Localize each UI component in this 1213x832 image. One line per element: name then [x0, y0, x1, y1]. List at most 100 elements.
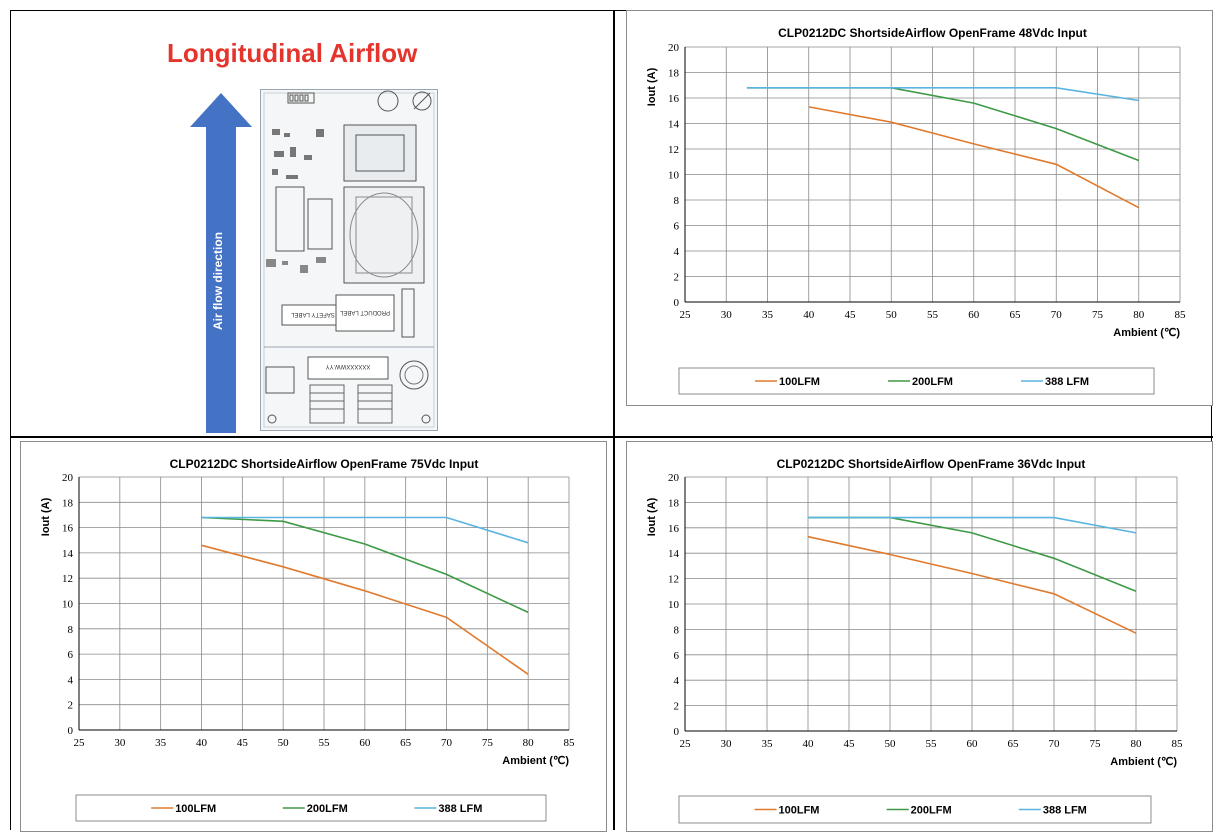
series-line-388lfm	[746, 87, 1139, 102]
chart-svg: CLP0212DC ShortsideAirflow OpenFrame 75V…	[40, 457, 576, 822]
y-tick-label: 12	[62, 573, 73, 585]
x-tick-label: 75	[482, 737, 494, 749]
x-tick-label: 65	[400, 737, 412, 749]
quadrant-border-top	[10, 10, 1213, 11]
y-tick-label: 0	[674, 726, 680, 738]
y-tick-label: 16	[668, 523, 680, 535]
y-tick-label: 4	[674, 675, 680, 687]
x-tick-label: 50	[885, 738, 897, 750]
quadrant-border-center	[10, 436, 1213, 438]
y-tick-label: 18	[668, 68, 680, 80]
chart-48vdc: CLP0212DC ShortsideAirflow OpenFrame 48V…	[626, 10, 1213, 406]
series-line-388lfm	[808, 516, 1137, 534]
y-axis-label: Iout (A)	[646, 67, 658, 106]
y-tick-label: 0	[68, 725, 74, 737]
y-tick-label: 20	[668, 472, 680, 484]
x-tick-label: 50	[886, 309, 898, 321]
y-tick-label: 18	[668, 497, 680, 509]
y-tick-label: 6	[68, 649, 74, 661]
product-label-text: PRODUCT LABEL	[339, 309, 390, 315]
x-tick-label: 45	[845, 309, 857, 321]
x-tick-label: 40	[196, 737, 208, 749]
x-tick-label: 40	[803, 309, 815, 321]
hero-title: Longitudinal Airflow	[167, 38, 418, 68]
x-tick-label: 40	[803, 738, 815, 750]
y-tick-label: 8	[674, 624, 680, 636]
y-tick-label: 20	[668, 42, 680, 54]
x-tick-label: 35	[155, 737, 167, 749]
x-tick-label: 85	[564, 737, 576, 749]
x-tick-label: 80	[1131, 738, 1143, 750]
chart-title: CLP0212DC ShortsideAirflow OpenFrame 48V…	[778, 26, 1087, 40]
series-line-100lfm	[807, 535, 1137, 634]
y-axis-label: Iout (A)	[40, 497, 52, 536]
x-tick-label: 65	[1010, 309, 1022, 321]
y-tick-label: 8	[674, 195, 680, 207]
legend-label: 200LFM	[911, 805, 952, 817]
y-tick-label: 6	[674, 221, 680, 233]
x-tick-label: 70	[1049, 738, 1061, 750]
y-axis-label: Iout (A)	[646, 497, 658, 536]
y-tick-label: 2	[674, 272, 680, 284]
y-tick-label: 10	[668, 170, 680, 182]
y-tick-label: 12	[668, 144, 679, 156]
y-tick-label: 18	[62, 497, 74, 509]
quadrant-border-middle	[613, 10, 615, 830]
chart-title: CLP0212DC ShortsideAirflow OpenFrame 36V…	[777, 457, 1086, 471]
x-tick-label: 60	[967, 738, 979, 750]
y-tick-label: 20	[62, 472, 74, 484]
legend-label: 100LFM	[175, 803, 216, 815]
series-line-100lfm	[808, 106, 1140, 209]
x-tick-label: 60	[359, 737, 371, 749]
x-tick-label: 55	[927, 309, 939, 321]
x-tick-label: 45	[844, 738, 856, 750]
y-tick-label: 6	[674, 650, 680, 662]
legend-label: 200LFM	[912, 376, 953, 388]
x-tick-label: 85	[1175, 309, 1187, 321]
arrow-label: Air flow direction	[211, 231, 225, 330]
x-tick-label: 80	[523, 737, 535, 749]
x-tick-label: 25	[680, 738, 692, 750]
chart-36vdc: CLP0212DC ShortsideAirflow OpenFrame 36V…	[626, 441, 1213, 832]
x-tick-label: 35	[762, 738, 774, 750]
x-tick-label: 85	[1172, 738, 1184, 750]
x-tick-label: 80	[1133, 309, 1145, 321]
y-tick-label: 2	[68, 700, 74, 712]
x-tick-label: 30	[721, 309, 733, 321]
y-tick-label: 8	[68, 624, 74, 636]
legend-label: 388 LFM	[1045, 376, 1089, 388]
x-tick-label: 35	[762, 309, 774, 321]
series-line-388lfm	[201, 516, 529, 544]
y-tick-label: 4	[674, 246, 680, 258]
airflow-arrow-icon	[190, 93, 252, 433]
y-tick-label: 0	[674, 297, 680, 309]
x-tick-label: 60	[968, 309, 980, 321]
x-tick-label: 30	[114, 737, 126, 749]
y-tick-label: 14	[668, 119, 680, 131]
x-axis-label: Ambient (℃)	[1110, 756, 1177, 768]
legend-label: 100LFM	[779, 805, 820, 817]
y-tick-label: 2	[674, 701, 680, 713]
y-tick-label: 4	[68, 674, 74, 686]
chart-75vdc: CLP0212DC ShortsideAirflow OpenFrame 75V…	[20, 441, 607, 832]
x-tick-label: 75	[1092, 309, 1104, 321]
x-axis-label: Ambient (℃)	[502, 755, 569, 767]
x-tick-label: 50	[278, 737, 290, 749]
chart-title: CLP0212DC ShortsideAirflow OpenFrame 75V…	[170, 457, 479, 471]
y-tick-label: 14	[62, 548, 74, 560]
date-label-text: XXXXXXWW.YY	[326, 363, 371, 369]
y-tick-label: 10	[668, 599, 680, 611]
legend-label: 100LFM	[779, 376, 820, 388]
x-tick-label: 55	[926, 738, 938, 750]
series-line-200lfm	[201, 516, 529, 614]
legend-label: 200LFM	[307, 803, 348, 815]
series-line-100lfm	[201, 544, 529, 675]
y-tick-label: 10	[62, 599, 74, 611]
x-tick-label: 25	[680, 309, 692, 321]
quadrant-border-right	[1211, 10, 1212, 830]
chart-svg: CLP0212DC ShortsideAirflow OpenFrame 36V…	[646, 457, 1184, 824]
legend-label: 388 LFM	[1043, 805, 1087, 817]
x-tick-label: 30	[721, 738, 733, 750]
x-tick-label: 25	[74, 737, 86, 749]
x-tick-label: 45	[237, 737, 249, 749]
